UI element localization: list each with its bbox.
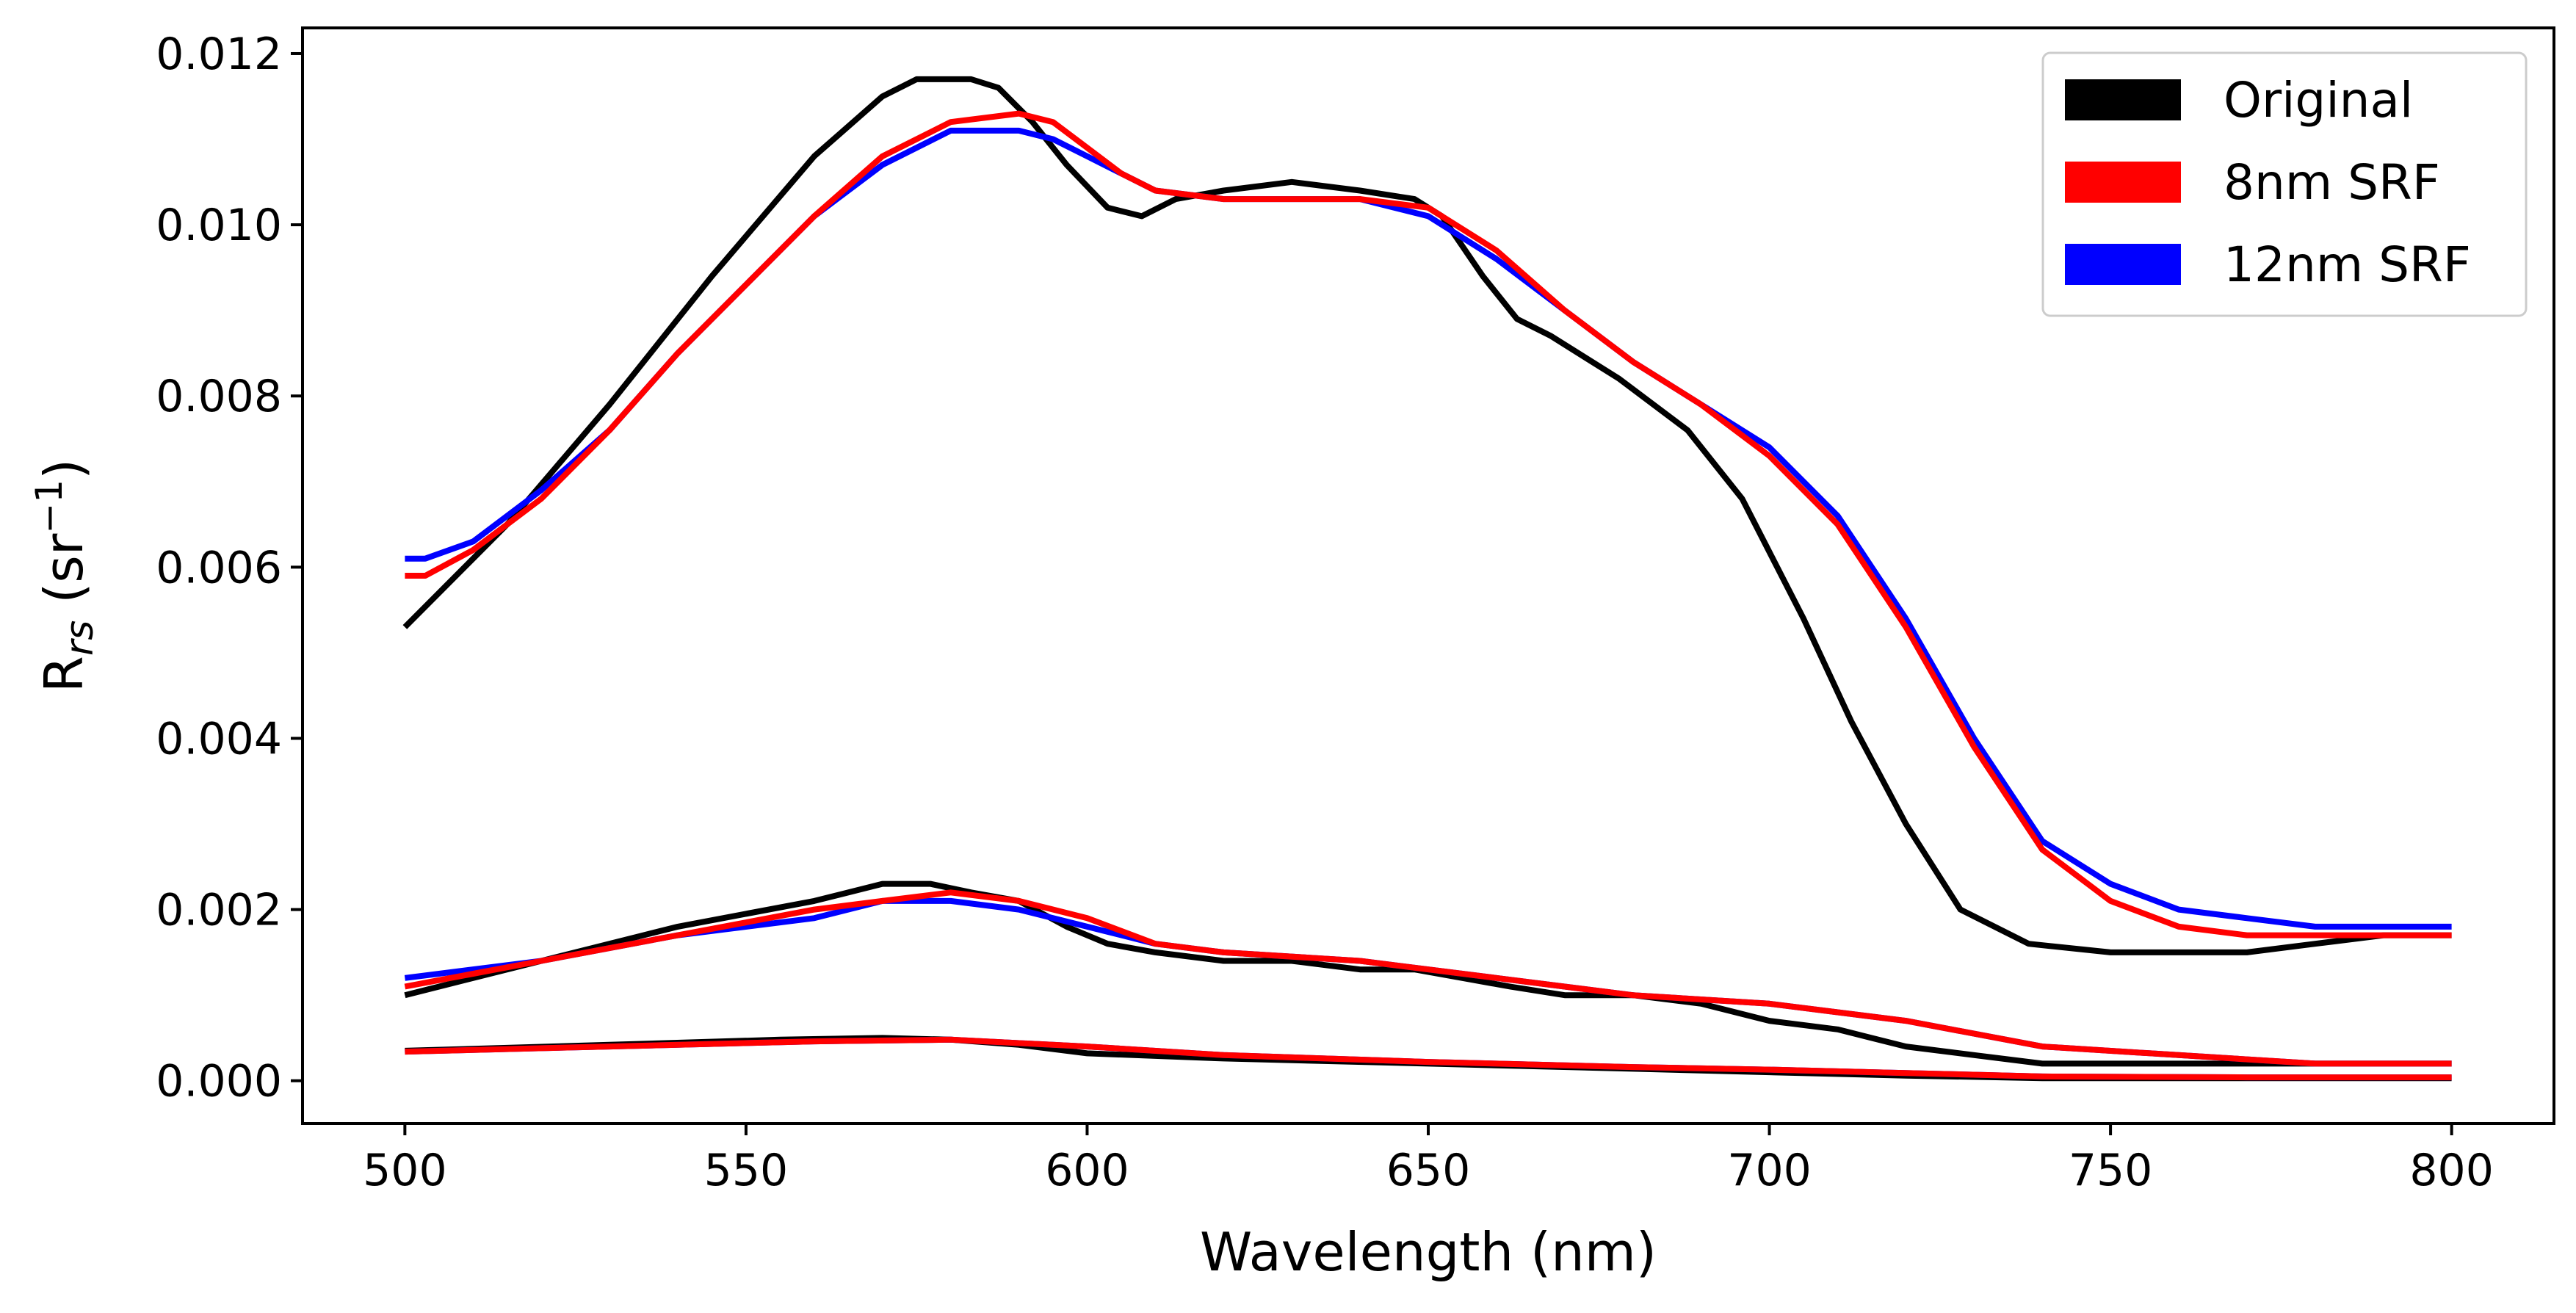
legend-swatch-12nm-srf <box>2065 244 2181 285</box>
y-tick-label: 0.012 <box>156 29 282 80</box>
y-tick-label: 0.000 <box>156 1056 282 1107</box>
y-axis-label-unit-open: (sr <box>33 533 95 620</box>
x-tick-label: 500 <box>363 1145 447 1196</box>
y-axis-label: Rrs (sr−1) <box>28 459 102 692</box>
y-tick-label: 0.010 <box>156 200 282 251</box>
y-axis-label-base: R <box>33 656 95 692</box>
x-tick-label: 800 <box>2409 1145 2494 1196</box>
x-tick-label: 600 <box>1045 1145 1129 1196</box>
y-axis-label-superscript: −1 <box>28 480 70 534</box>
legend-entries: Original 8nm SRF 12nm SRF <box>2065 72 2471 293</box>
legend-swatch-original <box>2065 79 2181 120</box>
x-axis-label: Wavelength (nm) <box>1200 1221 1657 1283</box>
series-line-original-mid <box>404 880 2452 1067</box>
legend: Original 8nm SRF 12nm SRF <box>2041 51 2528 317</box>
series-line-original-high <box>402 76 2452 955</box>
y-tick-label: 0.008 <box>156 371 282 422</box>
legend-swatch-8nm-srf <box>2065 162 2181 203</box>
legend-label: 12nm SRF <box>2224 236 2471 293</box>
y-tick-label: 0.004 <box>156 713 282 764</box>
x-axis-ticks: 500 550 600 650 700 750 800 <box>363 1124 2494 1196</box>
x-tick-label: 550 <box>704 1145 789 1196</box>
y-axis-label-subscript: rs <box>58 621 102 656</box>
series-line-8nm-srf-mid <box>404 889 2452 1067</box>
x-tick-label: 750 <box>2069 1145 2153 1196</box>
series-line-8nm-srf-low <box>405 1036 2452 1081</box>
series-line-8nm-srf-high <box>405 110 2452 938</box>
legend-label: Original <box>2224 72 2413 129</box>
series-layer <box>402 76 2452 1082</box>
y-axis-label-unit-close: ) <box>33 459 95 480</box>
x-tick-label: 700 <box>1727 1145 1812 1196</box>
y-tick-label: 0.006 <box>156 542 282 593</box>
legend-label: 8nm SRF <box>2224 154 2440 211</box>
x-tick-label: 650 <box>1386 1145 1471 1196</box>
y-tick-label: 0.002 <box>156 885 282 936</box>
y-axis-ticks: 0.000 0.002 0.004 0.006 0.008 0.010 0.012 <box>156 29 303 1107</box>
